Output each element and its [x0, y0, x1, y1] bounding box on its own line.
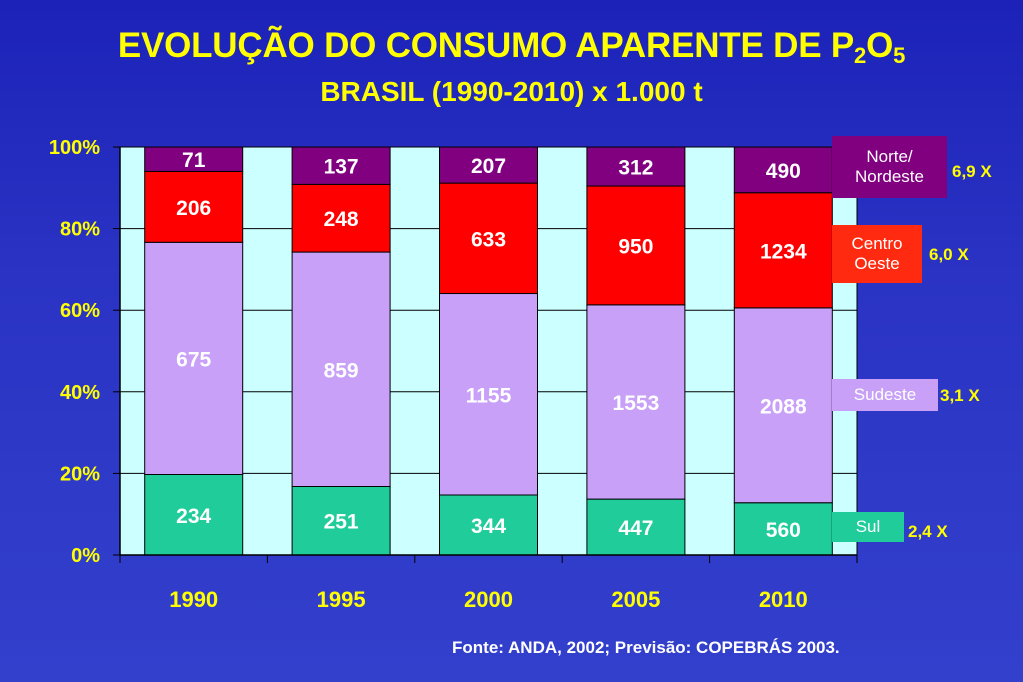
legend-label-sul: Sul: [855, 516, 881, 536]
legend-centro-oeste: Centro Oeste: [832, 225, 922, 283]
data-label: 206: [176, 197, 211, 220]
bar-centro-oeste-1995: [291, 183, 391, 253]
chart-title: EVOLUÇÃO DO CONSUMO APARENTE DE P2O5: [117, 26, 906, 68]
data-label: 1155: [466, 384, 512, 407]
legend-sudeste: Sudeste: [832, 379, 938, 411]
y-tick-label: 80%: [60, 219, 100, 241]
chart-subtitle: BRASIL (1990-2010) x 1.000 t: [320, 76, 703, 107]
bar-sudeste-2010: [733, 307, 833, 504]
x-tick-label: 2010: [759, 587, 808, 612]
source-note: Fonte: ANDA, 2002; Previsão: COPEBRÁS 20…: [452, 638, 840, 657]
legend-growth-centro-oeste: 6,0 X: [929, 245, 969, 264]
bar-sudeste-2000: [439, 293, 538, 496]
y-tick-label: 100%: [49, 137, 100, 159]
bar-sul-2010: [733, 502, 833, 556]
x-tick-label: 1990: [169, 587, 218, 612]
plot-border: [119, 146, 858, 556]
legend-norte-nordeste: Norte/ Nordeste: [832, 136, 947, 198]
data-label: 71: [182, 149, 206, 172]
y-tick-label: 40%: [60, 382, 100, 404]
bar-sul-2005: [586, 498, 686, 556]
data-label: 251: [324, 511, 359, 534]
bar-centro-oeste-2005: [586, 185, 686, 306]
bar-centro-oeste-2000: [439, 182, 538, 295]
data-label: 1553: [613, 392, 660, 415]
bar-sul-2000: [439, 494, 538, 556]
x-tick-label: 1995: [317, 587, 366, 612]
legend-growth-sudeste: 3,1 X: [940, 386, 980, 405]
bar-sudeste-1990: [144, 241, 244, 476]
bar-sul-1995: [291, 485, 391, 556]
data-label: 248: [324, 208, 359, 231]
data-label: 447: [618, 517, 653, 540]
data-label: 207: [471, 155, 506, 178]
y-tick-label: 0%: [71, 545, 100, 567]
legend-growth-norte-nordeste: 6,9 X: [952, 162, 992, 181]
bar-centro-oeste-2010: [733, 192, 833, 309]
data-label: 675: [176, 348, 211, 371]
bar-norte-nordeste-1990: [144, 146, 244, 172]
data-label: 312: [618, 157, 653, 180]
data-label: 950: [618, 235, 653, 258]
legend-label-norte-nordeste: Norte/ Nordeste: [855, 146, 924, 186]
data-label: 344: [471, 515, 506, 538]
data-label: 859: [324, 359, 359, 382]
legend-label-centro-oeste: Centro Oeste: [851, 233, 903, 273]
data-label: 1234: [760, 240, 807, 263]
y-tick-label: 60%: [60, 300, 100, 322]
data-label: 234: [176, 505, 211, 528]
data-label: 490: [766, 160, 801, 183]
y-tick-label: 20%: [60, 463, 100, 485]
bar-sudeste-1995: [291, 251, 391, 487]
data-label: 633: [471, 228, 506, 251]
legend-sul: Sul: [832, 512, 904, 542]
bar-norte-nordeste-1995: [291, 146, 391, 185]
bar-sul-1990: [144, 474, 244, 556]
data-label: 2088: [760, 395, 807, 418]
data-label: 137: [324, 156, 359, 179]
bar-sudeste-2005: [586, 304, 686, 500]
x-tick-label: 2000: [464, 587, 513, 612]
x-tick-label: 2005: [611, 587, 660, 612]
legend-growth-sul: 2,4 X: [908, 522, 948, 541]
legend-label-sudeste: Sudeste: [853, 384, 917, 404]
data-label: 560: [766, 519, 801, 542]
bar-norte-nordeste-2000: [439, 146, 538, 184]
